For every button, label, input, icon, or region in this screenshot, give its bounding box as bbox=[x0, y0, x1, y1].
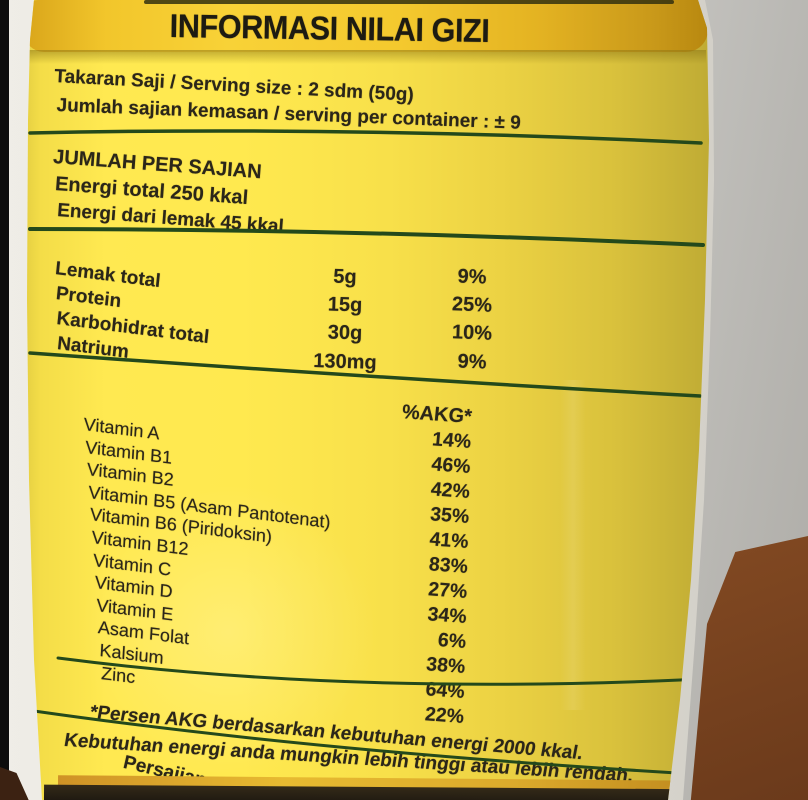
band-top-edge bbox=[144, 0, 674, 4]
band-shadow bbox=[27, 50, 706, 64]
label-reflection-streak bbox=[560, 380, 586, 710]
rule-energy bbox=[28, 227, 705, 247]
label-sheen bbox=[60, 380, 480, 800]
rule-footnote bbox=[32, 709, 696, 776]
rule-vitamins bbox=[56, 656, 705, 686]
label-top-band bbox=[27, 0, 708, 52]
left-dark-edge bbox=[0, 0, 10, 800]
rule-macros bbox=[28, 351, 702, 398]
rule-top bbox=[28, 129, 703, 145]
